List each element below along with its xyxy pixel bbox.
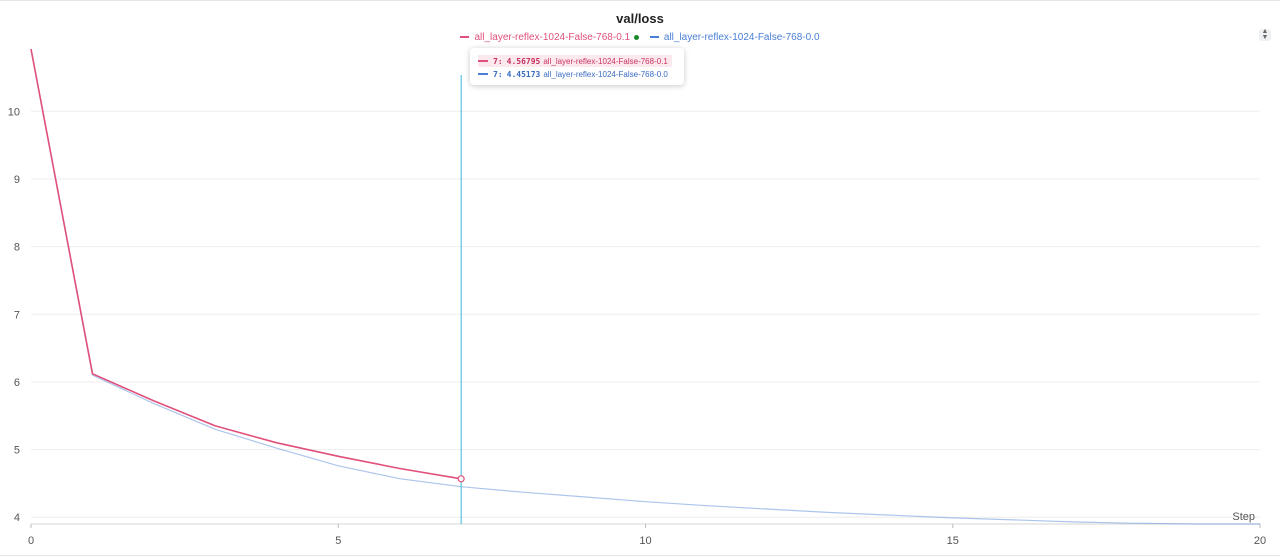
tooltip-step: 7: — [493, 56, 503, 66]
tooltip-series-name: all_layer-reflex-1024-False-768-0.1 — [543, 56, 668, 66]
series-line-2 — [30, 48, 1260, 525]
legend: all_layer-reflex-1024-False-768-0.1 all_… — [0, 30, 1280, 43]
x-tick-label: 0 — [28, 535, 34, 547]
y-tick-label: 5 — [14, 445, 20, 457]
y-tick-label: 6 — [14, 377, 20, 389]
top-divider — [0, 0, 1280, 1]
chart-title: val/loss — [616, 11, 664, 26]
tooltip-value: 4.56795 — [506, 56, 541, 66]
y-tick-label: 8 — [14, 242, 20, 254]
legend-item-series-1[interactable]: all_layer-reflex-1024-False-768-0.1 — [460, 31, 640, 43]
x-tick-label: 20 — [1254, 535, 1266, 547]
tooltip-row-series-2: 7: 4.45173 all_layer-reflex-1024-False-7… — [478, 68, 672, 80]
tooltip-series-name: all_layer-reflex-1024-False-768-0.0 — [543, 69, 668, 79]
tooltip-swatch-series-2 — [478, 73, 488, 75]
y-tick-label: 9 — [14, 174, 20, 186]
series-line-1 — [30, 48, 462, 480]
tooltip-step: 7: — [493, 69, 503, 79]
bottom-divider — [0, 555, 1280, 556]
grid-lines — [31, 110, 1260, 518]
legend-item-series-2[interactable]: all_layer-reflex-1024-False-768-0.0 — [649, 31, 820, 43]
sort-updown-icon[interactable]: ▲ ▼ — [1259, 28, 1271, 41]
x-axis-label: Step — [1232, 511, 1255, 523]
y-tick-label: 10 — [8, 106, 20, 118]
x-tick-label: 5 — [335, 535, 341, 547]
active-dot-icon — [634, 34, 640, 40]
tooltip-value: 4.45173 — [506, 69, 541, 79]
legend-label-series-1: all_layer-reflex-1024-False-768-0.1 — [474, 31, 631, 43]
y-tick-label: 4 — [14, 512, 20, 524]
tooltip-row-series-1: 7: 4.56795 all_layer-reflex-1024-False-7… — [478, 55, 672, 67]
legend-swatch-series-1 — [460, 36, 470, 38]
axes: 4 5 6 7 8 9 10 0 5 10 15 20 Step — [8, 106, 1266, 547]
x-tick-label: 15 — [947, 535, 959, 547]
y-tick-label: 7 — [14, 309, 20, 321]
hover-point — [457, 475, 465, 483]
hover-cursor — [457, 75, 465, 524]
tooltip-swatch-series-1 — [478, 60, 488, 62]
legend-label-series-2: all_layer-reflex-1024-False-768-0.0 — [663, 31, 820, 43]
legend-swatch-series-2 — [649, 36, 659, 38]
hover-tooltip: 7: 4.56795 all_layer-reflex-1024-False-7… — [470, 48, 684, 85]
x-tick-label: 10 — [639, 535, 651, 547]
series-lines — [30, 48, 1260, 525]
